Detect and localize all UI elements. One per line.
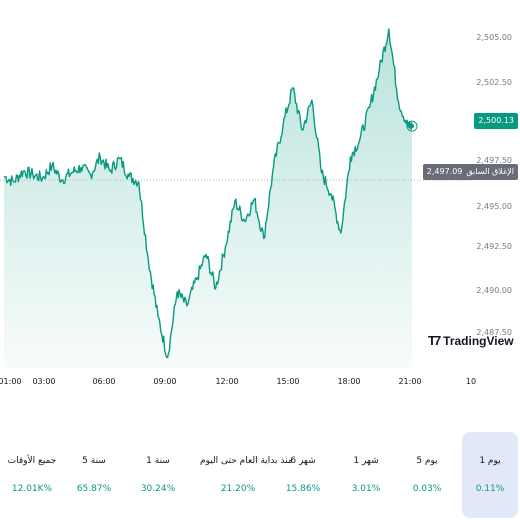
period-tab-ytd[interactable]: منذ بداية العام حتى اليوم 21.20% (200, 432, 293, 518)
period-change-value: 30.24% (140, 484, 176, 494)
previous-close-label: الإغلاق السابق (466, 167, 514, 176)
period-label: منذ بداية العام حتى اليوم (200, 456, 293, 466)
period-change-value: 21.20% (220, 484, 256, 494)
performance-periods: 1 يوم 0.11% 5 يوم 0.03% 1 شهر 3.01% 6 شه… (0, 432, 520, 520)
period-tab-5d[interactable]: 5 يوم 0.03% (399, 432, 455, 518)
y-tick: 2,502.50 (476, 78, 512, 87)
period-change-value: 65.87% (76, 484, 112, 494)
period-label: 1 يوم (479, 456, 501, 466)
last-price-dot (410, 124, 414, 129)
y-tick: 2,492.50 (476, 242, 512, 251)
x-tick: 12:00 (215, 377, 239, 386)
x-tick: 03:00 (32, 377, 56, 386)
x-tick: 06:00 (92, 377, 116, 386)
period-label: 1 شهر (353, 456, 379, 466)
previous-close-badge: 2,497.09 الإغلاق السابق (422, 164, 518, 180)
y-tick: 2,497.50 (476, 156, 512, 165)
y-tick: 2,505.00 (476, 33, 512, 42)
period-label: 1 سنة (146, 456, 170, 466)
tradingview-logo-text: TradingView (443, 333, 514, 348)
period-change-value: 3.01% (351, 484, 381, 494)
price-area-fill (4, 29, 412, 368)
period-change-value: 0.11% (475, 484, 505, 494)
x-tick: 18:00 (337, 377, 361, 386)
period-change-value: 15.86% (285, 484, 321, 494)
last-price-marker (406, 120, 418, 132)
previous-close-value: 2,497.09 (426, 167, 463, 176)
y-tick: 2,495.00 (476, 202, 512, 211)
period-label: 6 شهر (290, 456, 316, 466)
period-label: جميع الأوقات (7, 456, 57, 466)
period-label: 5 يوم (416, 456, 438, 466)
period-tab-1d[interactable]: 1 يوم 0.11% (462, 432, 518, 518)
current-price-badge: 2,500.13 (474, 113, 518, 129)
period-tab-5y[interactable]: 5 سنة 65.87% (66, 432, 122, 518)
x-tick: 21:00 (398, 377, 422, 386)
x-tick: 09:00 (153, 377, 177, 386)
y-tick: 2,487.50 (476, 328, 512, 337)
period-tab-1m[interactable]: 1 شهر 3.01% (338, 432, 394, 518)
period-change-value: 0.03% (412, 484, 442, 494)
price-chart[interactable]: 2,505.00 2,502.50 2,497.50 2,495.00 2,49… (0, 0, 520, 400)
period-change-value: 12.01K% (11, 484, 53, 494)
period-tab-all[interactable]: جميع الأوقات 12.01K% (4, 432, 60, 518)
period-tab-1y[interactable]: 1 سنة 30.24% (130, 432, 186, 518)
tradingview-logo[interactable]: T7 TradingView (428, 333, 514, 348)
y-tick: 2,490.00 (476, 286, 512, 295)
tradingview-logo-icon: T7 (428, 333, 441, 348)
x-tick: 15:00 (276, 377, 300, 386)
period-label: 5 سنة (82, 456, 106, 466)
price-line (3, 28, 413, 359)
x-tick: 10 (465, 377, 477, 386)
chart-canvas[interactable] (0, 0, 520, 400)
period-tab-6m[interactable]: 6 شهر 15.86% (275, 432, 331, 518)
x-tick: 01:00 (0, 377, 22, 386)
